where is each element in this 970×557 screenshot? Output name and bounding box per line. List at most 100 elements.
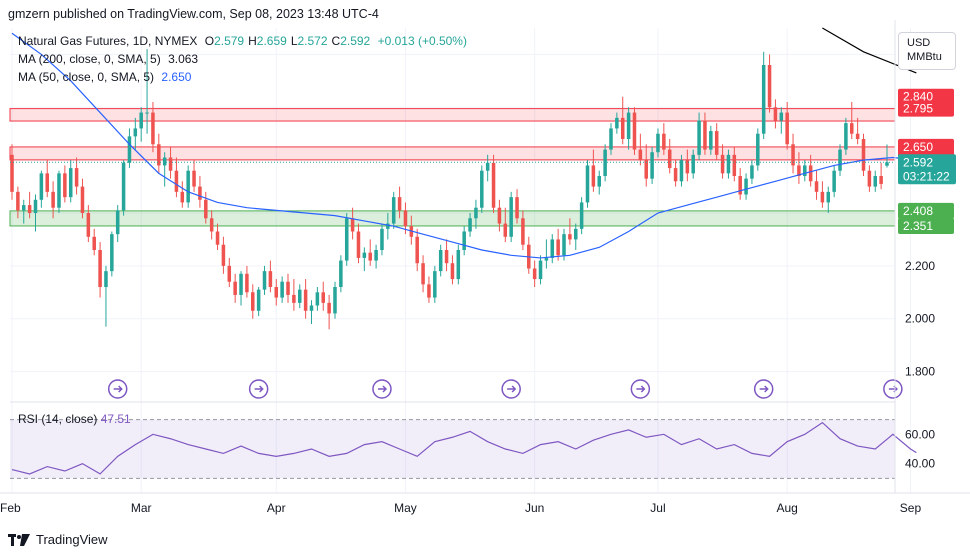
ma50-value: 2.650 xyxy=(161,70,192,84)
last-price-label: 2.592 xyxy=(903,155,933,169)
currency-unit-button[interactable]: USD MMBtu xyxy=(898,32,956,70)
candle-body xyxy=(791,144,795,166)
candle-body xyxy=(462,231,466,250)
candle-body xyxy=(832,170,836,192)
candle-body xyxy=(480,170,484,208)
event-icon xyxy=(630,379,651,399)
ohlc-key: O xyxy=(204,34,215,48)
candle-body xyxy=(245,273,249,293)
candle-body xyxy=(679,160,684,182)
candle-body xyxy=(162,157,167,166)
time-tick-label: Aug xyxy=(776,501,797,515)
candle-body xyxy=(667,149,672,169)
candle-body xyxy=(180,191,185,203)
candle-body xyxy=(168,157,173,171)
candle-body xyxy=(568,234,572,240)
time-tick-label: Feb xyxy=(0,501,21,515)
candle-body xyxy=(186,170,190,203)
candle-body xyxy=(709,131,713,150)
candle-body xyxy=(714,131,719,155)
candle-body xyxy=(139,112,143,129)
candle-body xyxy=(761,65,766,134)
change-value: +0.013 (+0.50%) xyxy=(377,34,467,48)
candle-body xyxy=(814,181,819,192)
symbol-name: Natural Gas Futures, 1D, NYMEX xyxy=(18,34,198,48)
time-tick-label: Apr xyxy=(267,501,286,515)
candle-body xyxy=(104,271,108,287)
candle-body xyxy=(650,152,654,179)
ohlc-key: C xyxy=(331,34,341,48)
candle-body xyxy=(51,191,55,208)
symbol-legend[interactable]: Natural Gas Futures, 1D, NYMEX O2.579 H2.… xyxy=(18,34,467,48)
candle-body xyxy=(303,289,308,311)
countdown-label: 03:21:22 xyxy=(903,169,950,183)
candle-body xyxy=(644,160,648,179)
candle-body xyxy=(521,218,525,245)
candle-body xyxy=(374,250,378,261)
candle-body xyxy=(233,281,237,295)
candle-body xyxy=(21,205,26,211)
candle-body xyxy=(573,228,578,240)
rsi-legend[interactable]: RSI (14, close) 47.51 xyxy=(18,412,131,426)
candle-body xyxy=(209,218,214,232)
candle-body xyxy=(491,162,496,208)
candle-body xyxy=(474,207,478,219)
candle-body xyxy=(515,197,519,219)
candle-body xyxy=(397,197,402,211)
candle-body xyxy=(110,234,114,272)
rsi-line xyxy=(11,421,917,475)
candle-body xyxy=(239,273,243,295)
ohlc-l: L2.572 xyxy=(291,34,328,48)
candle-body xyxy=(433,271,437,298)
candle-body xyxy=(638,149,643,161)
candle-body xyxy=(632,112,637,150)
candle-body xyxy=(550,239,555,258)
candle-body xyxy=(403,210,408,227)
candle-body xyxy=(797,165,801,176)
candle-body xyxy=(585,165,590,203)
ma50-legend[interactable]: MA (50, close, 0, SMA, 5) 2.650 xyxy=(18,70,191,84)
time-tick-label: May xyxy=(394,501,417,515)
price-level-tag xyxy=(898,138,954,155)
candle-body xyxy=(820,191,825,203)
candle-body xyxy=(826,191,831,203)
ma200-legend[interactable]: MA (200, close, 0, SMA, 5) 3.063 xyxy=(18,52,198,66)
candle-body xyxy=(280,281,284,298)
candle-body xyxy=(45,173,49,192)
candle-body xyxy=(750,165,754,179)
unit-measure: MMBtu xyxy=(907,51,942,63)
ma200-value: 3.063 xyxy=(168,52,199,66)
candle-body xyxy=(844,123,848,150)
candle-body xyxy=(450,263,455,280)
rsi-value: 47.51 xyxy=(100,412,131,426)
candle-body xyxy=(691,154,695,174)
event-icon-arrow xyxy=(377,385,388,393)
candle-body xyxy=(532,268,537,280)
footer-brand-text: TradingView xyxy=(36,532,108,547)
footer-brand[interactable]: TradingView xyxy=(8,532,108,547)
candle-body xyxy=(86,213,91,237)
candle-body xyxy=(597,176,602,187)
candle-body xyxy=(92,236,96,250)
ma50-line xyxy=(11,32,917,259)
candle-body xyxy=(626,112,631,139)
rsi-tick-label: 60.00 xyxy=(905,427,935,441)
tradingview-logo-icon xyxy=(8,533,30,546)
price-tick-label: 2.000 xyxy=(905,312,935,326)
candle-body xyxy=(115,210,120,235)
price-level-tag xyxy=(898,217,954,234)
candle-body xyxy=(344,218,349,261)
candle-body xyxy=(33,199,38,213)
candle-body xyxy=(274,287,279,298)
candle-body xyxy=(861,139,866,171)
candle-body xyxy=(16,191,20,211)
candle-body xyxy=(339,260,343,287)
ohlc-values: O2.579 H2.659 L2.572 C2.592 xyxy=(201,34,371,48)
candle-body xyxy=(662,133,666,150)
candle-body xyxy=(544,257,549,261)
candle-body xyxy=(350,218,355,232)
time-tick-label: Sep xyxy=(900,501,922,515)
candle-body xyxy=(867,170,872,187)
candle-body xyxy=(685,160,690,174)
